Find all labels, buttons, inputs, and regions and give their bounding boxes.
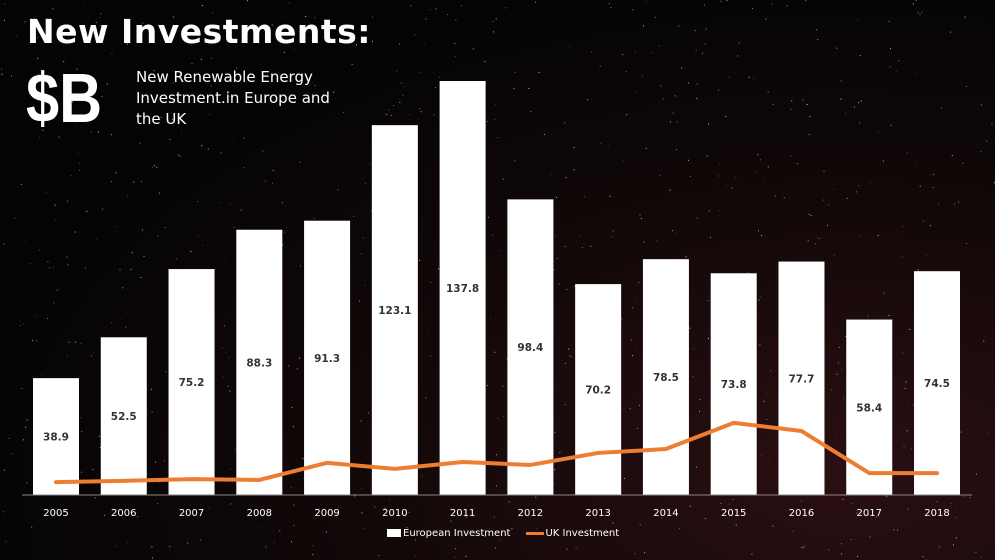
data-label-2007: 75.2 <box>179 377 205 389</box>
legend: European Investment UK Investment <box>387 528 619 539</box>
data-label-2017: 58.4 <box>856 402 882 414</box>
page-title: New Investments: <box>27 12 371 51</box>
bar-2008 <box>236 229 283 496</box>
x-tick-label-2008: 2008 <box>247 508 272 519</box>
bar-2011 <box>439 81 486 495</box>
bar-2016 <box>778 261 825 495</box>
bar-2009 <box>304 220 351 495</box>
x-tick-label-2017: 2017 <box>857 508 882 519</box>
legend-label: UK Investment <box>545 528 620 539</box>
x-tick-label-2013: 2013 <box>585 508 610 519</box>
bar-2005 <box>33 378 79 495</box>
x-tick-label-2006: 2006 <box>111 508 136 519</box>
x-tick-label-2014: 2014 <box>653 508 678 519</box>
data-label-2015: 73.8 <box>721 379 747 391</box>
data-label-2012: 98.4 <box>517 342 543 354</box>
bar-2006 <box>100 337 147 495</box>
x-tick-label-2007: 2007 <box>179 508 204 519</box>
x-tick-label-2009: 2009 <box>314 508 339 519</box>
legend-swatch-line <box>526 531 545 535</box>
data-label-2006: 52.5 <box>111 411 137 423</box>
unit-label: $B <box>26 59 103 137</box>
bar-2015 <box>710 273 757 495</box>
x-tick-label-2005: 2005 <box>43 508 68 519</box>
data-label-2016: 77.7 <box>789 373 815 385</box>
x-tick-label-2012: 2012 <box>518 508 543 519</box>
uk-investment-line <box>54 420 940 485</box>
data-label-2011: 137.8 <box>446 283 479 295</box>
x-tick-label-2015: 2015 <box>721 508 746 519</box>
x-tick-label-2018: 2018 <box>924 508 949 519</box>
legend-item-uk: UK Investment <box>526 528 619 539</box>
bar-2007 <box>168 269 215 495</box>
data-label-2013: 70.2 <box>585 385 611 397</box>
data-label-2018: 74.5 <box>924 378 950 390</box>
legend-item-european: European Investment <box>387 528 510 539</box>
data-label-2014: 78.5 <box>653 372 679 384</box>
bar-2013 <box>575 284 622 495</box>
legend-swatch-bar <box>387 529 401 537</box>
legend-label: European Investment <box>403 528 511 539</box>
bar-2012 <box>507 199 554 495</box>
x-tick-label-2011: 2011 <box>450 508 475 519</box>
bar-2018 <box>914 271 961 495</box>
data-label-2005: 38.9 <box>43 432 69 444</box>
data-label-2010: 123.1 <box>378 305 411 317</box>
bar-2014 <box>642 259 689 495</box>
bar-2010 <box>371 125 418 496</box>
data-label-2009: 91.3 <box>314 353 340 365</box>
x-tick-label-2010: 2010 <box>382 508 407 519</box>
chart-subtitle: New Renewable Energy Investment.in Europ… <box>136 68 330 128</box>
data-label-2008: 88.3 <box>246 357 272 369</box>
x-tick-label-2016: 2016 <box>789 508 814 519</box>
